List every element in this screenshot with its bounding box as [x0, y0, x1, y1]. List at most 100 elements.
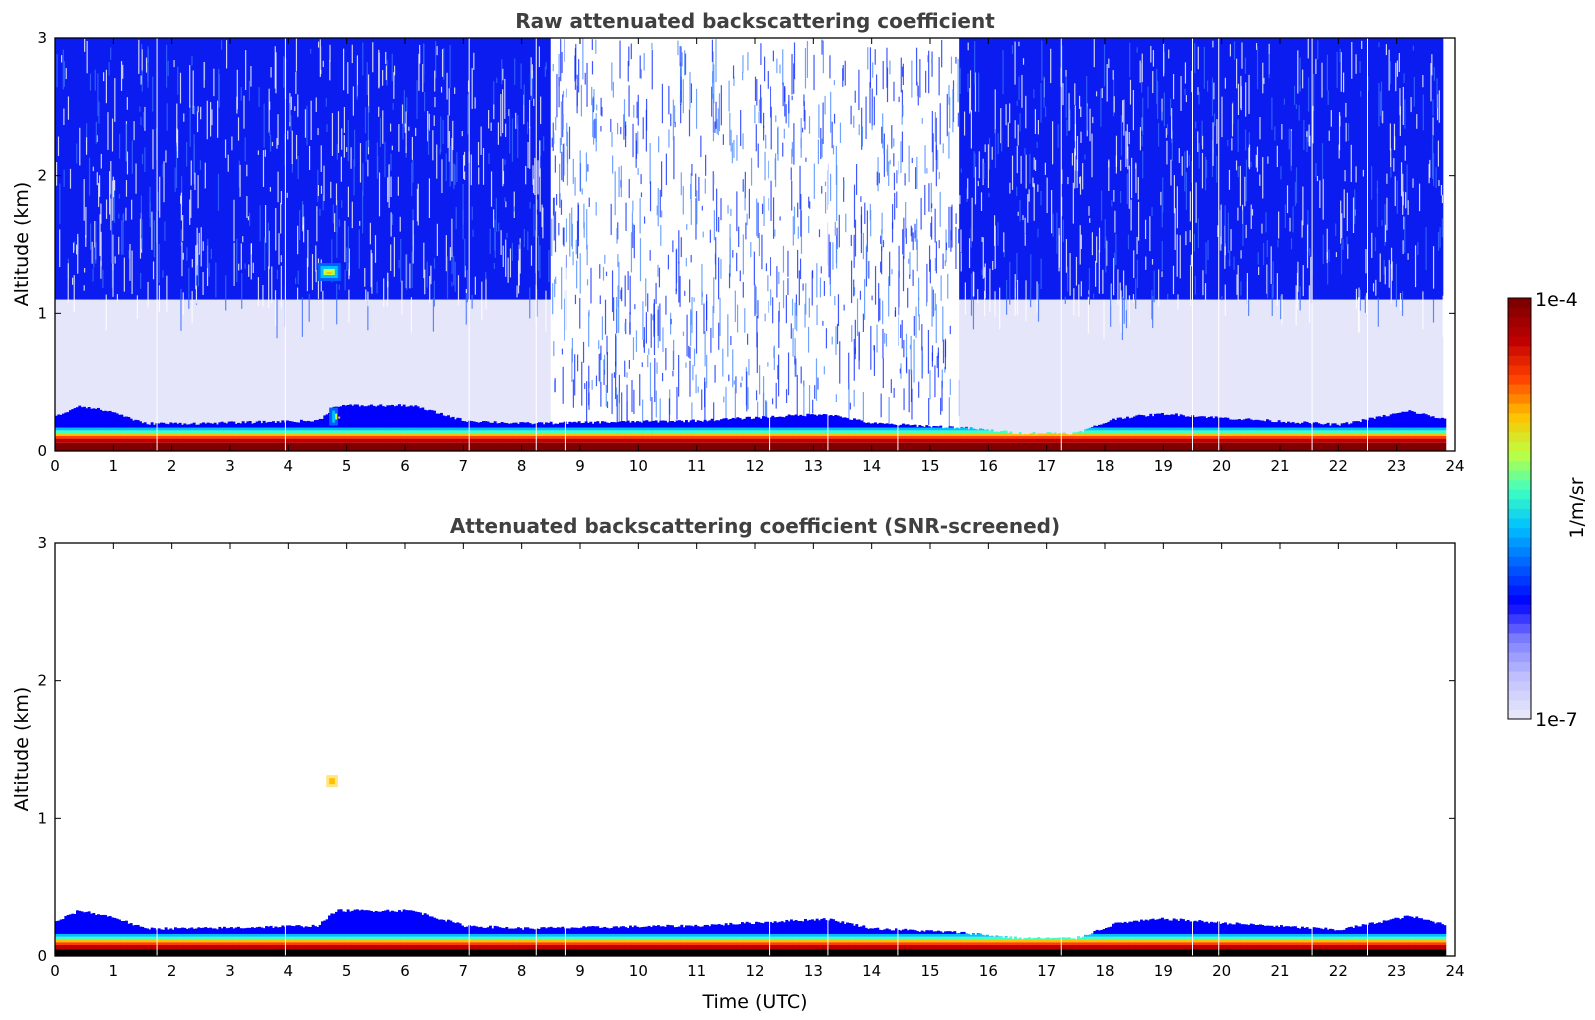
- boundary-layer-cell: [650, 435, 653, 439]
- boundary-layer-cell: [874, 427, 877, 431]
- noise-speckle: [598, 353, 600, 382]
- boundary-layer-cell: [941, 430, 945, 434]
- boundary-layer-cell: [458, 438, 462, 443]
- boundary-layer-cell: [661, 438, 665, 443]
- boundary-layer-cell: [951, 442, 954, 451]
- noise-speckle: [367, 294, 369, 331]
- boundary-layer-cell: [269, 421, 273, 428]
- boundary-layer-cell: [167, 438, 170, 443]
- boundary-layer-cell: [332, 442, 336, 451]
- boundary-layer-cell: [533, 427, 537, 431]
- boundary-layer-cell: [596, 435, 600, 439]
- boundary-layer-cell: [913, 430, 917, 434]
- noise-speckle: [1438, 90, 1440, 123]
- boundary-layer-cell: [304, 435, 308, 439]
- noise-speckle: [872, 62, 874, 78]
- boundary-layer-cell: [328, 430, 331, 434]
- noise-speckle: [925, 70, 927, 93]
- boundary-layer-cell: [769, 435, 772, 439]
- boundary-layer-cell: [974, 430, 978, 434]
- noise-speckle: [830, 91, 832, 133]
- noise-speckle: [1029, 153, 1031, 184]
- boundary-layer-cell: [59, 438, 63, 443]
- boundary-layer-cell: [514, 427, 518, 431]
- noise-speckle: [928, 183, 930, 212]
- boundary-layer-cell: [115, 433, 119, 436]
- noise-speckle: [919, 59, 921, 98]
- boundary-layer-cell: [897, 433, 901, 436]
- noise-speckle: [1003, 249, 1005, 258]
- boundary-layer-cell: [477, 433, 481, 436]
- boundary-layer-cell: [111, 430, 114, 434]
- boundary-layer-cell: [197, 435, 201, 439]
- noise-speckle: [860, 196, 862, 202]
- boundary-layer-cell: [752, 430, 756, 434]
- noise-speckle: [122, 64, 124, 79]
- boundary-layer-cell: [703, 430, 707, 434]
- noise-speckle: [689, 72, 691, 109]
- boundary-layer-cell: [461, 433, 464, 436]
- boundary-layer-cell: [790, 442, 793, 451]
- boundary-layer-cell: [437, 433, 441, 436]
- noise-speckle: [83, 179, 85, 221]
- boundary-layer-cell: [757, 427, 761, 431]
- noise-speckle: [1266, 267, 1269, 299]
- noise-speckle: [141, 153, 144, 165]
- boundary-layer-cell: [227, 442, 231, 451]
- boundary-layer-cell: [780, 430, 784, 434]
- noise-speckle: [206, 100, 208, 140]
- noise-speckle: [411, 162, 413, 197]
- boundary-layer-cell: [696, 438, 700, 443]
- boundary-layer-cell: [918, 435, 922, 439]
- boundary-layer-cell: [636, 421, 639, 428]
- boundary-layer-cell: [412, 430, 415, 434]
- noise-speckle: [774, 158, 776, 180]
- boundary-layer-cell: [927, 438, 931, 443]
- noise-speckle: [881, 229, 883, 252]
- boundary-layer-cell: [743, 442, 747, 451]
- boundary-layer-cell: [188, 430, 191, 434]
- boundary-layer-cell: [190, 433, 194, 436]
- boundary-layer-cell: [666, 427, 670, 431]
- boundary-layer-cell: [174, 435, 177, 439]
- boundary-layer-cell: [185, 435, 189, 439]
- noise-speckle: [456, 152, 458, 182]
- boundary-layer-cell: [423, 430, 427, 434]
- boundary-layer-cell: [157, 430, 161, 434]
- boundary-layer-cell: [605, 438, 609, 443]
- noise-speckle: [717, 108, 719, 136]
- noise-speckle: [1040, 190, 1042, 206]
- noise-speckle: [77, 233, 79, 274]
- boundary-layer-cell: [398, 404, 401, 428]
- boundary-layer-cell: [792, 435, 796, 439]
- noise-speckle: [882, 240, 885, 248]
- boundary-layer-cell: [951, 433, 954, 436]
- noise-speckle: [801, 127, 804, 133]
- noise-speckle: [657, 187, 659, 227]
- boundary-layer-cell: [433, 427, 436, 431]
- noise-speckle: [1050, 48, 1052, 84]
- noise-speckle: [198, 232, 200, 255]
- boundary-layer-cell: [967, 438, 971, 443]
- boundary-layer-cell: [661, 420, 665, 428]
- boundary-layer-cell: [580, 427, 583, 431]
- noise-speckle: [1403, 73, 1405, 83]
- boundary-layer-cell: [188, 433, 191, 436]
- boundary-layer-cell: [661, 435, 665, 439]
- boundary-layer-cell: [330, 430, 334, 434]
- noise-speckle: [1170, 159, 1172, 186]
- boundary-layer-cell: [589, 430, 593, 434]
- noise-speckle: [366, 62, 368, 96]
- noise-speckle: [1276, 273, 1278, 306]
- boundary-layer-cell: [584, 435, 588, 439]
- boundary-layer-cell: [780, 416, 784, 428]
- noise-speckle: [1100, 190, 1103, 221]
- noise-speckle: [1394, 176, 1396, 207]
- noise-speckle: [432, 130, 434, 161]
- noise-speckle: [551, 137, 553, 148]
- boundary-layer-cell: [738, 430, 742, 434]
- noise-speckle: [668, 85, 670, 115]
- boundary-layer-cell: [930, 427, 933, 431]
- boundary-layer-cell: [535, 438, 539, 443]
- boundary-layer-cell: [279, 435, 282, 439]
